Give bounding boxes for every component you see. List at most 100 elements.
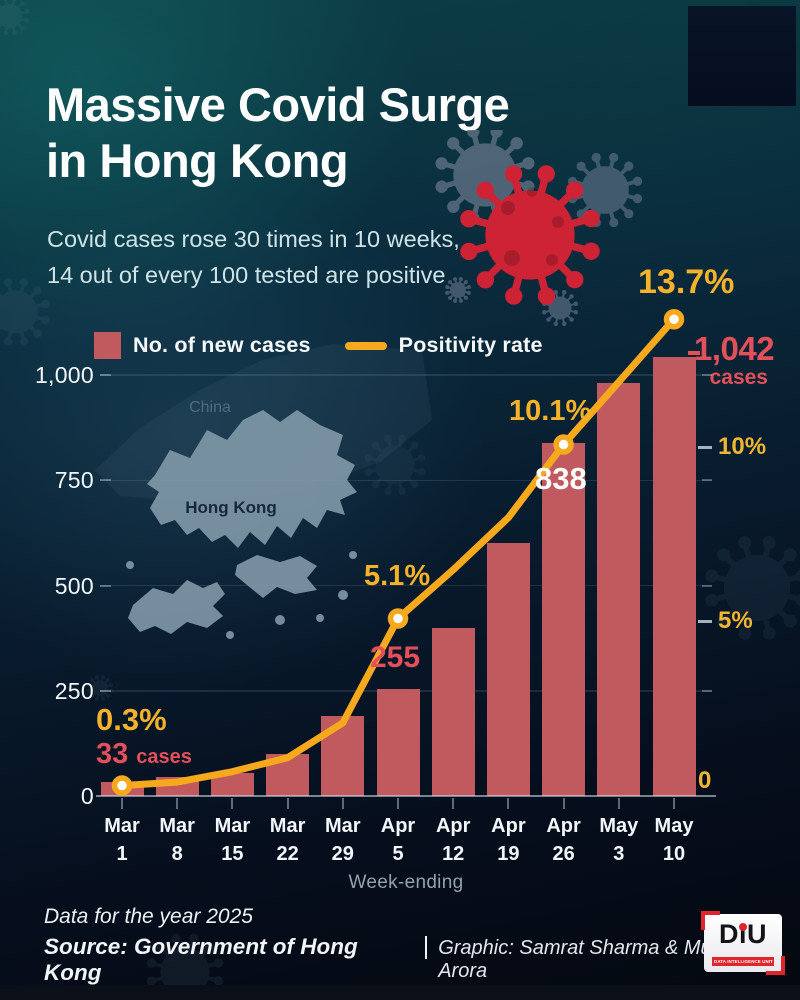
left-axis-tick-label: 750 <box>54 467 94 494</box>
x-axis-category-label: Apr 5 <box>370 812 426 868</box>
diu-logo: DiU DATA INTELLIGENCE UNIT <box>701 911 785 975</box>
coronavirus-illustration <box>435 130 643 327</box>
case-bar <box>652 357 696 796</box>
hong-kong-map: China Hong Kong <box>126 399 357 639</box>
annotation-rate-apr5: 5.1% <box>364 560 431 592</box>
cases-callout-tick <box>688 351 700 355</box>
x-axis-tick <box>617 798 620 809</box>
x-axis-tick <box>286 798 289 809</box>
rate-legend-line <box>344 341 387 350</box>
case-bar <box>486 543 530 796</box>
annotation-rate-mar1: 0.3% <box>96 702 167 737</box>
x-label-month: Apr <box>380 815 416 837</box>
x-label-day: 12 <box>442 843 465 865</box>
x-label-month: Mar <box>159 815 195 837</box>
right-axis-label-text: 10% <box>718 433 767 460</box>
x-label-month: Apr <box>491 815 526 837</box>
x-label-day: 22 <box>276 843 299 865</box>
left-axis-tick-label: 0 <box>80 783 94 809</box>
credit-text: Graphic: Samrat Sharma & Muskan Arora <box>438 937 754 982</box>
virus-icon <box>445 277 471 303</box>
left-axis-tick <box>100 374 111 376</box>
case-bar <box>321 716 365 796</box>
bottom-black-strip <box>0 985 800 1000</box>
x-axis-category-label: Apr 12 <box>425 812 481 868</box>
right-axis-tick <box>698 619 712 623</box>
diu-logo-strip: DATA INTELLIGENCE UNIT <box>712 957 774 966</box>
rate-legend-label: Positivity rate <box>398 333 543 357</box>
x-label-day: 19 <box>497 843 520 865</box>
x-axis-tick <box>452 798 455 809</box>
x-label-day: 8 <box>171 843 183 865</box>
virus-icon <box>87 675 113 701</box>
x-label-day: 1 <box>116 843 128 865</box>
case-bar <box>376 688 420 796</box>
x-label-month: Apr <box>435 815 471 837</box>
cases-legend-label: No. of new cases <box>133 333 311 357</box>
case-bar <box>155 777 199 796</box>
left-axis-tick <box>100 689 111 692</box>
x-label-day: 26 <box>552 843 575 865</box>
top-right-dark-box <box>688 6 796 106</box>
right-axis-minor-tick <box>702 374 712 376</box>
x-axis-category-label: Mar 22 <box>260 812 316 868</box>
virus-icon <box>460 165 600 305</box>
cases-legend-swatch <box>94 332 121 359</box>
x-label-month: Mar <box>325 815 361 837</box>
x-axis-category-label: Mar 1 <box>94 812 150 868</box>
annotation-rate-may10: 13.7% <box>638 263 735 301</box>
diu-logo-subtext: DATA INTELLIGENCE UNIT <box>713 959 773 964</box>
hk-island-shape <box>235 555 317 598</box>
x-axis-category-label: Apr 19 <box>480 812 536 868</box>
right-axis-label-text: 0 <box>698 767 712 794</box>
x-axis-title: Week-ending <box>348 872 464 893</box>
left-axis-tick <box>100 584 111 587</box>
right-axis-tick-label: 10% <box>698 433 766 461</box>
annotation-cases-may10: 1,042 cases <box>694 330 775 390</box>
x-axis-tick <box>562 798 565 809</box>
right-axis-label-text: 5% <box>718 607 753 634</box>
x-axis-tick <box>397 798 399 809</box>
separator: | <box>422 932 430 960</box>
x-axis-tick <box>341 798 344 809</box>
source-credit-line: Source: Government of Hong Kong | Graphi… <box>44 932 800 986</box>
left-axis-tick-label: 250 <box>54 677 94 704</box>
new-territories-shape <box>147 410 357 548</box>
page-title: Massive Covid Surge in Hong Kong <box>46 77 510 188</box>
annotation-rate-apr26: 10.1% <box>509 395 592 427</box>
x-axis-tick <box>176 798 179 809</box>
right-axis-tick-label: 0 <box>698 767 711 795</box>
lantau-island-shape <box>128 580 225 634</box>
diu-logo-red-dot-icon <box>739 923 747 931</box>
source-text: Source: Government of Hong Kong <box>44 934 358 985</box>
x-label-day: 3 <box>613 843 625 865</box>
data-year-note: Data for the year 2025 <box>44 905 253 928</box>
x-label-day: 10 <box>662 843 686 865</box>
x-axis-category-label: Mar 29 <box>315 812 371 868</box>
x-axis-category-label: May 10 <box>646 812 702 868</box>
annotation-cases-apr5: 255 <box>370 641 421 674</box>
right-axis-minor-tick <box>702 479 712 482</box>
title-line-2: in Hong Kong <box>46 133 349 187</box>
x-label-month: Mar <box>269 815 306 837</box>
virus-icon <box>0 278 50 346</box>
x-axis-category-label: Mar 8 <box>149 812 205 868</box>
virus-icon <box>567 152 643 228</box>
case-bar <box>210 772 254 796</box>
annotation-cases-mar1: 33 cases <box>96 738 192 771</box>
x-axis-tick <box>507 798 510 809</box>
case-bar <box>431 627 475 796</box>
right-axis-minor-tick <box>702 689 712 692</box>
right-axis-minor-tick <box>702 584 712 587</box>
x-label-month: Apr <box>546 815 581 837</box>
cases-suffix-mar1: cases <box>136 746 192 768</box>
x-axis-tick <box>231 798 234 809</box>
title-line-1: Massive Covid Surge <box>46 78 510 132</box>
annotation-cases-apr26: 838 <box>535 461 587 496</box>
cases-value-may10: 1,042 <box>694 330 775 367</box>
x-label-month: Mar <box>214 815 251 837</box>
x-label-month: May <box>654 815 694 837</box>
x-axis-category-label: Mar 15 <box>204 812 260 868</box>
virus-icon <box>0 0 30 36</box>
